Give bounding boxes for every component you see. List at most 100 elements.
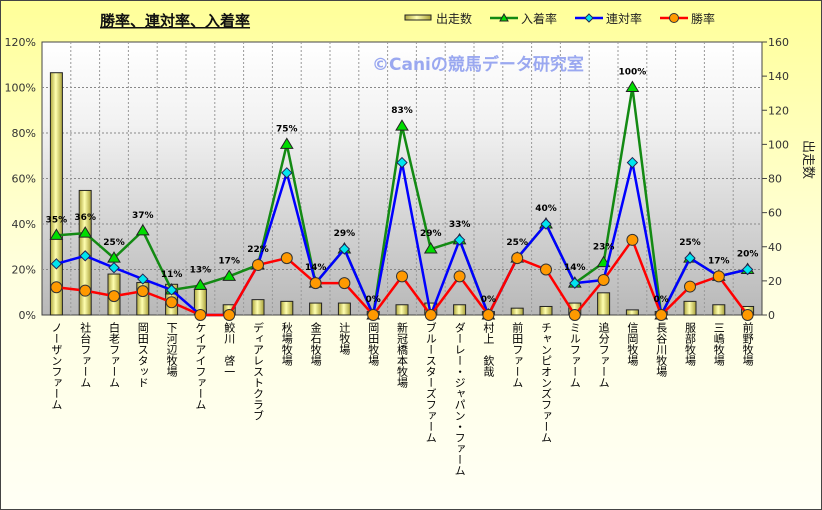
marker-circle — [79, 284, 92, 297]
marker-diamond — [165, 284, 178, 296]
marker-diamond — [108, 261, 120, 274]
bar-starts — [309, 302, 323, 316]
bar-starts — [712, 304, 726, 316]
y2-tick-label: 60 — [768, 207, 782, 220]
marker-diamond — [281, 167, 293, 179]
marker-circle — [309, 277, 322, 290]
marker-triangle — [395, 119, 409, 131]
lines — [49, 80, 755, 321]
data-label: 36% — [74, 213, 96, 223]
gridlines — [42, 42, 762, 315]
x-tick-label: 追分ファーム — [597, 321, 610, 388]
marker-circle — [626, 233, 639, 246]
y2-tick-label: 0 — [768, 309, 775, 322]
x-tick-label: 秋場牧場 — [280, 321, 293, 367]
data-label: 100% — [618, 68, 646, 78]
data-label: 75% — [276, 124, 298, 134]
y2-tick-label: 160 — [768, 36, 789, 49]
x-tick-label: ミルファーム — [568, 322, 581, 388]
x-tick-label: チャンピオンズファーム — [540, 322, 553, 443]
data-label: 37% — [132, 211, 154, 221]
legend-swatch-bar — [404, 14, 432, 21]
bar-starts — [510, 307, 524, 316]
marker-triangle — [49, 228, 64, 240]
marker-diamond — [626, 156, 639, 169]
y-tick-label: 20% — [12, 264, 36, 277]
bar-starts — [251, 299, 265, 316]
marker-diamond — [338, 243, 351, 255]
x-tick-label: 辻牧場 — [338, 321, 351, 356]
data-label: 23% — [593, 243, 615, 253]
marker-circle — [280, 252, 293, 265]
y-axis-left: 0% 20% 40% 60% 80% 100% 120% — [5, 36, 36, 322]
bar-starts — [49, 72, 63, 316]
y2-tick-label: 140 — [768, 70, 789, 83]
marker-circle — [50, 281, 63, 294]
marker-circle — [165, 296, 178, 309]
legend-label: 勝率 — [691, 11, 715, 26]
marker-circle — [453, 270, 466, 283]
x-tick-label: 白老ファーム — [108, 321, 121, 388]
marker-diamond — [79, 250, 91, 262]
x-tick-label: 岡田スタッド — [136, 322, 149, 388]
bar-starts — [539, 305, 553, 316]
marker-circle — [338, 277, 351, 290]
marker-circle — [511, 252, 524, 265]
marker-circle — [136, 285, 149, 298]
marker-circle — [741, 309, 754, 321]
marker-diamond — [453, 234, 466, 246]
x-tick-label: 信岡牧場 — [626, 322, 639, 367]
x-tick-label: 前田ファーム — [511, 321, 524, 388]
legend-marker — [584, 13, 594, 23]
data-label: 14% — [564, 263, 586, 273]
x-tick-label: 岡田牧場 — [367, 322, 380, 367]
marker-circle — [194, 309, 207, 321]
legend-label: 連対率 — [606, 11, 642, 26]
marker-triangle — [222, 269, 237, 281]
marker-circle — [540, 263, 552, 276]
marker-triangle — [423, 242, 438, 254]
x-tick-label: ディアレストクラブ — [252, 321, 265, 421]
data-label: 17% — [218, 256, 240, 266]
data-label: 11% — [161, 270, 183, 280]
marker-circle — [655, 309, 668, 321]
data-label: 22% — [247, 245, 269, 255]
y2-tick-label: 80 — [768, 173, 782, 186]
marker-circle — [223, 309, 236, 321]
x-tick-label: ダーレー・ジャパン・ファーム — [453, 322, 466, 476]
x-tick-label: 長谷川牧場 — [655, 322, 668, 378]
y-tick-label: 120% — [5, 36, 36, 49]
x-tick-label: 金石牧場 — [309, 321, 322, 367]
data-label: 25% — [506, 238, 528, 248]
data-label: 0% — [654, 295, 669, 305]
marker-circle — [252, 258, 264, 271]
y2-axis-title: 出走数 — [800, 140, 815, 179]
marker-triangle — [193, 278, 208, 290]
marker-triangle — [279, 137, 294, 149]
y2-tick-label: 20 — [768, 275, 782, 288]
legend-marker — [669, 13, 679, 23]
y-axis-right: 0 20 40 60 80 100 120 140 160 — [762, 36, 789, 322]
x-tick-label: 服部牧場 — [684, 322, 697, 367]
marker-diamond — [50, 258, 63, 270]
y2-tick-label: 40 — [768, 241, 782, 254]
marker-circle — [424, 309, 437, 321]
bar-starts — [597, 292, 611, 316]
x-tick-label: 社台ファーム — [79, 321, 92, 388]
data-label: 25% — [103, 238, 125, 248]
data-label: 0% — [366, 295, 381, 305]
data-label: 29% — [420, 229, 442, 239]
data-label: 29% — [334, 229, 356, 239]
x-tick-label: 村上 欽哉 — [482, 321, 495, 377]
x-tick-label: 下河辺牧場 — [165, 322, 178, 378]
y-tick-label: 60% — [12, 173, 36, 186]
data-label: 83% — [391, 106, 413, 116]
x-tick-label: 新冠橋本牧場 — [396, 321, 409, 389]
legend: 出走数 入着率 連対率 勝率 — [404, 11, 715, 26]
x-tick-label: ノーザンファーム — [50, 322, 63, 410]
marker-diamond — [396, 156, 408, 169]
data-label: 33% — [449, 220, 471, 230]
x-tick-label: 三嶋牧場 — [712, 322, 725, 367]
legend-label: 入着率 — [521, 11, 557, 26]
bar-starts — [683, 300, 697, 316]
